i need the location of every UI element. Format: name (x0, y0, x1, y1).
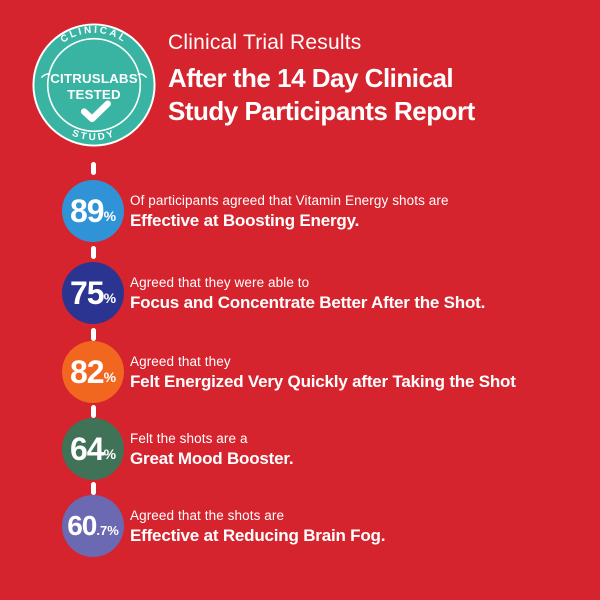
stat-suffix: % (103, 446, 117, 462)
badge-outer-circle (32, 23, 156, 147)
badge-brand-name: CITRUSLABS (50, 71, 138, 86)
connector-dash (91, 482, 96, 495)
stat-value: 64 (69, 431, 105, 467)
connector-dash (91, 405, 96, 418)
stat-circle-60-7: 60.7% (62, 495, 124, 557)
stat-value: 60 (67, 510, 97, 541)
checkmark-icon (80, 100, 111, 123)
stat-description: Of participants agreed that Vitamin Ener… (130, 192, 449, 208)
badge-bottom-arc-label: STUDY (71, 128, 118, 143)
stat-description: Agreed that they (130, 353, 231, 369)
stat-suffix: .7% (96, 522, 119, 538)
stat-row-boosting-energy: 89% Of participants agreed that Vitamin … (62, 180, 449, 242)
stat-headline: Focus and Concentrate Better After the S… (130, 292, 486, 312)
stat-value: 75 (69, 275, 105, 311)
stat-text: Agreed that they were able to Focus and … (130, 274, 485, 313)
stat-value: 89 (69, 193, 105, 229)
stat-text: Agreed that they Felt Energized Very Qui… (130, 353, 516, 392)
page-title-line-2: Study Participants Report (168, 96, 475, 126)
stat-row-energized-quickly: 82% Agreed that they Felt Energized Very… (62, 341, 516, 403)
stat-headline: Effective at Reducing Brain Fog. (130, 525, 386, 545)
header: Clinical Trial Results After the 14 Day … (168, 31, 578, 128)
eyebrow-title: Clinical Trial Results (168, 31, 362, 54)
badge-bottom-text: STUDY (71, 128, 115, 143)
stat-suffix: % (103, 369, 117, 385)
badge-right-squiggle-icon (137, 73, 147, 78)
stat-headline: Effective at Boosting Energy. (130, 210, 360, 230)
connector-dash (91, 162, 96, 175)
stat-suffix: % (103, 208, 117, 224)
stat-text: Felt the shots are a Great Mood Booster. (130, 430, 294, 469)
stat-description: Felt the shots are a (130, 430, 248, 446)
stat-headline: Great Mood Booster. (130, 448, 294, 468)
badge-left-squiggle-icon (41, 73, 51, 78)
stat-row-brain-fog: 60.7% Agreed that the shots are Effectiv… (62, 495, 385, 557)
stat-circle-82: 82% (62, 341, 124, 403)
badge-tested-label: TESTED (67, 87, 121, 102)
badge-inner-ring (46, 37, 142, 133)
stat-text: Of participants agreed that Vitamin Ener… (130, 192, 449, 231)
stat-description: Agreed that they were able to (130, 274, 310, 290)
connector-dash (91, 328, 96, 341)
stat-suffix: % (103, 290, 117, 306)
stat-value: 82 (69, 354, 105, 390)
connector-dash (91, 246, 96, 259)
stat-circle-75: 75% (62, 262, 124, 324)
stat-description: Agreed that the shots are (130, 507, 285, 523)
stat-headline: Felt Energized Very Quickly after Taking… (130, 371, 516, 391)
stat-row-mood-booster: 64% Felt the shots are a Great Mood Boos… (62, 418, 294, 480)
page-title-line-1: After the 14 Day Clinical (168, 63, 454, 93)
citruslabs-tested-badge: CLINICAL STUDY CITRUSLABS TESTED (32, 23, 156, 147)
stat-row-focus-concentrate: 75% Agreed that they were able to Focus … (62, 262, 485, 324)
stat-text: Agreed that the shots are Effective at R… (130, 507, 385, 546)
stat-circle-89: 89% (62, 180, 124, 242)
stat-circle-64: 64% (62, 418, 124, 480)
